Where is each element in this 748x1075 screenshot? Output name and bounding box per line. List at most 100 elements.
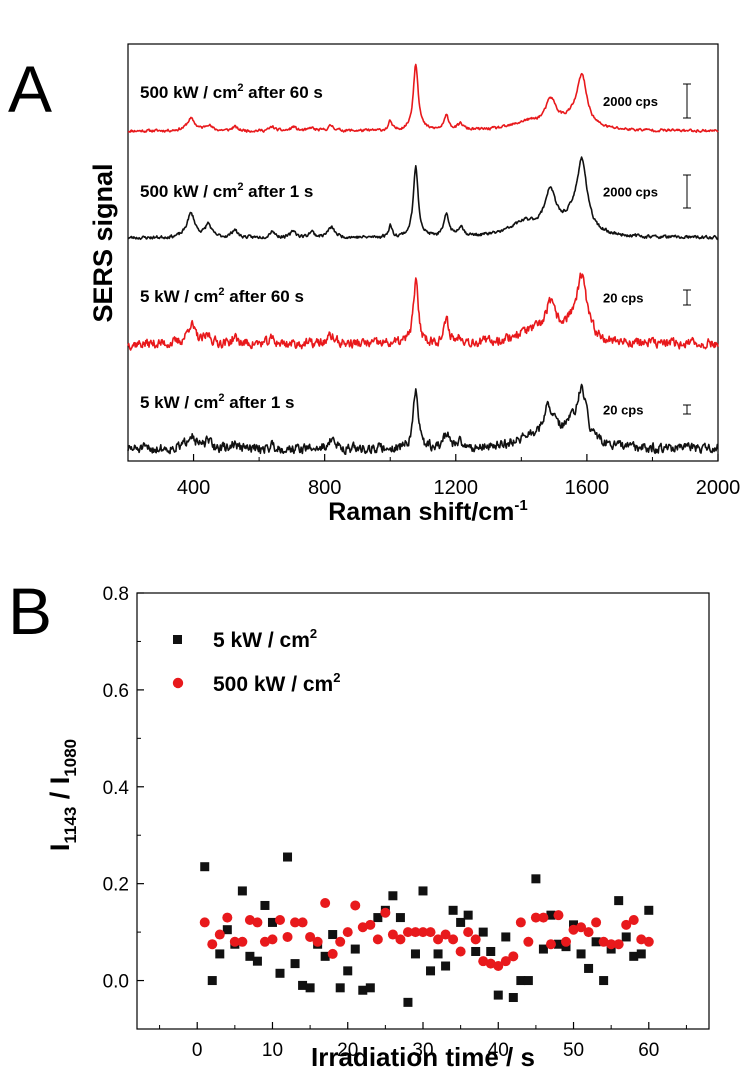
b-x-tick-label: 60	[638, 1040, 659, 1061]
b-y-tick-label: 0.2	[103, 875, 129, 896]
data-point-circle	[350, 900, 361, 911]
data-point-circle	[222, 912, 233, 923]
data-point-circle	[606, 939, 617, 950]
data-point-circle	[410, 927, 421, 938]
data-point-square	[237, 886, 247, 896]
b-y-tick-label: 0.4	[103, 778, 130, 799]
data-point-circle	[259, 936, 270, 947]
b-y-tick-label: 0.0	[103, 972, 129, 993]
spectrum-line	[127, 383, 719, 455]
data-point-square	[553, 939, 563, 949]
data-point-circle	[591, 917, 602, 928]
data-point-circle	[583, 927, 594, 938]
scale-bar-label: 2000 cps	[603, 185, 658, 200]
scale-bar-label: 20 cps	[603, 291, 643, 306]
data-point-circle	[433, 934, 444, 945]
b-x-tick-label: 30	[412, 1040, 433, 1061]
panel-a-spectra	[127, 63, 719, 455]
data-point-square	[215, 949, 225, 959]
data-point-circle	[372, 934, 383, 945]
data-point-circle	[395, 934, 406, 945]
data-point-circle	[598, 936, 609, 947]
data-point-circle	[267, 934, 278, 945]
data-point-square	[493, 990, 503, 1000]
spectrum-label: 5 kW / cm2 after 1 s	[140, 392, 294, 412]
data-point-circle	[237, 936, 248, 947]
data-point-square	[516, 976, 526, 986]
data-point-square	[320, 951, 330, 961]
panel-b-data-points	[199, 852, 654, 1007]
data-point-square	[463, 910, 473, 920]
data-point-square	[644, 905, 654, 915]
data-point-square	[207, 976, 217, 986]
data-point-circle	[508, 951, 519, 962]
data-point-circle	[515, 917, 526, 928]
data-point-square	[290, 959, 300, 969]
data-point-circle	[553, 910, 564, 921]
data-point-square	[200, 862, 210, 872]
data-point-circle	[538, 912, 549, 923]
data-point-square	[418, 886, 428, 896]
spectrum-line	[127, 63, 719, 133]
panel-a-xlabel: Raman shift/cm-1	[328, 497, 528, 526]
data-point-square	[365, 983, 375, 993]
data-point-circle	[493, 961, 504, 972]
data-point-circle	[252, 917, 263, 928]
a-x-tick-label: 2000	[696, 477, 741, 499]
panel-b: B I1143 / I1080 0 10 20 30 40 50 60 0.0 0.2 0.4 0.…	[8, 574, 710, 1072]
data-point-circle	[523, 936, 534, 947]
panel-a-ylabel: SERS signal	[88, 163, 118, 322]
legend-label-500kw: 500 kW / cm2	[213, 670, 340, 696]
data-point-square	[245, 951, 255, 961]
data-point-circle	[545, 939, 556, 950]
data-point-square	[267, 917, 277, 927]
data-point-square	[403, 997, 413, 1007]
spectrum-label: 500 kW / cm2 after 1 s	[140, 181, 313, 201]
panel-b-xlabel: Irradiation time / s	[311, 1042, 535, 1072]
a-x-tick-label: 1200	[434, 477, 479, 499]
data-point-circle	[628, 915, 639, 925]
data-point-circle	[478, 956, 489, 967]
panel-b-ylabel-mid: / I	[45, 777, 75, 807]
data-point-square	[636, 949, 646, 959]
data-point-square	[358, 985, 368, 995]
data-point-square	[350, 944, 360, 954]
data-point-square	[523, 976, 533, 986]
data-point-square	[305, 983, 315, 993]
data-point-circle	[312, 936, 323, 947]
b-x-tick-label: 10	[262, 1040, 283, 1061]
data-point-square	[298, 980, 308, 990]
panel-b-ylabel-i: I	[45, 844, 75, 852]
data-point-circle	[387, 929, 398, 940]
data-point-square	[614, 896, 624, 906]
b-x-tick-label: 50	[563, 1040, 584, 1061]
data-point-circle	[455, 946, 466, 957]
panel-a-plot-frame	[127, 43, 719, 462]
panel-a-spectrum-labels: 500 kW / cm2 after 60 s 2000 cps 500 kW / …	[140, 82, 691, 418]
data-point-circle	[297, 917, 308, 928]
panel-b-ylabel: I1143 / I1080	[45, 739, 80, 851]
data-point-circle	[380, 907, 391, 918]
data-point-circle	[335, 936, 346, 947]
data-point-circle	[576, 922, 587, 933]
data-point-circle	[199, 917, 210, 928]
data-point-square	[456, 917, 466, 927]
panel-b-plot-frame	[136, 592, 710, 1030]
data-point-square	[373, 913, 383, 923]
b-x-tick-label: 40	[488, 1040, 509, 1061]
panel-b-axes-ticks: 0 10 20 30 40 50 60 0.0 0.2 0.4 0.6 0.8	[103, 584, 687, 1061]
data-point-circle	[357, 922, 368, 933]
data-point-square	[335, 983, 345, 993]
data-point-square	[343, 966, 353, 976]
panel-b-legend: 5 kW / cm2 500 kW / cm2	[172, 626, 340, 696]
data-point-circle	[485, 958, 496, 969]
data-point-square	[328, 930, 338, 940]
b-x-tick-label: 0	[192, 1040, 203, 1061]
scale-bar-label: 2000 cps	[603, 94, 658, 109]
data-point-circle	[500, 956, 511, 967]
data-point-circle	[327, 948, 338, 959]
data-point-square	[433, 949, 443, 959]
panel-a-x-ticks: 400 800 1200 1600 2000	[127, 454, 741, 499]
legend-marker-5kw	[173, 635, 182, 644]
